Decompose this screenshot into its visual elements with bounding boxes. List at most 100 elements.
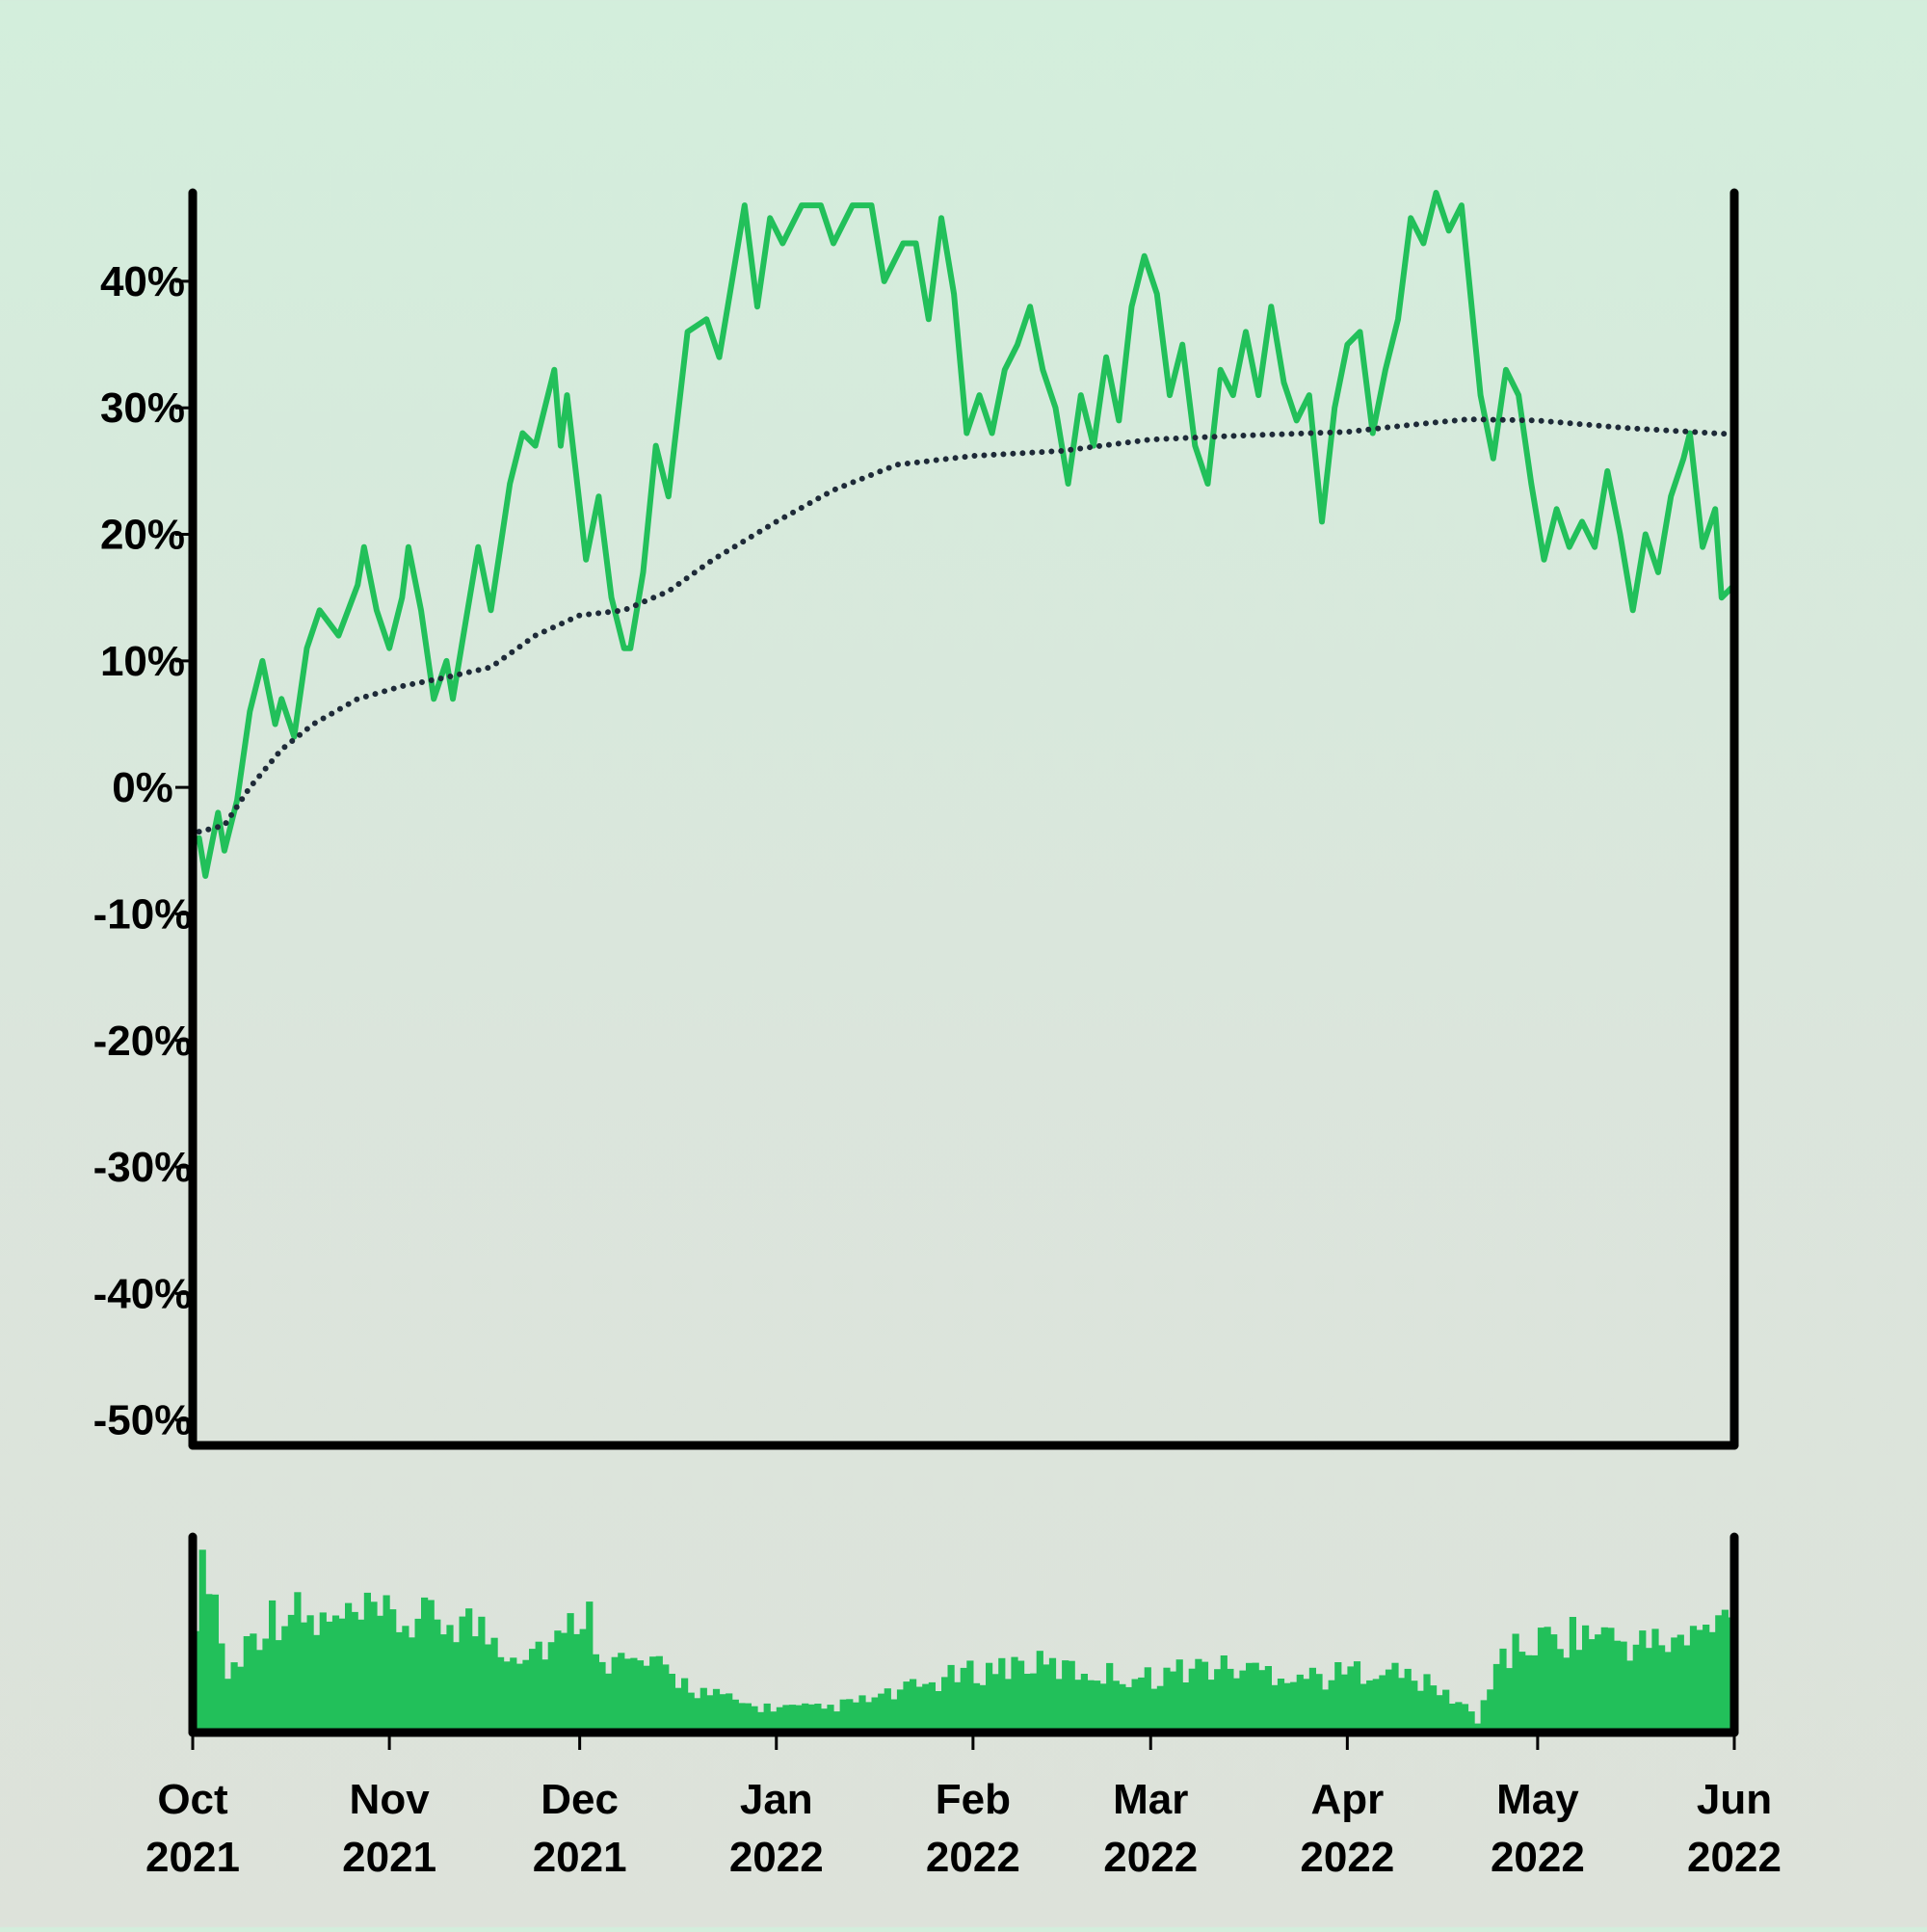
volume-bar bbox=[1207, 1680, 1215, 1733]
volume-bar bbox=[421, 1597, 429, 1733]
volume-bar bbox=[510, 1657, 517, 1733]
volume-bar bbox=[1632, 1644, 1640, 1733]
volume-bar bbox=[389, 1609, 397, 1733]
volume-bar bbox=[630, 1657, 638, 1733]
volume-bar bbox=[1366, 1680, 1374, 1733]
volume-bar bbox=[960, 1667, 967, 1733]
volume-bar bbox=[757, 1711, 765, 1733]
volume-bar bbox=[1430, 1685, 1438, 1733]
volume-bar bbox=[1689, 1626, 1698, 1733]
volume-bar bbox=[712, 1688, 721, 1733]
volume-bar bbox=[611, 1656, 619, 1733]
volume-bar bbox=[554, 1630, 562, 1733]
volume-bar bbox=[237, 1666, 245, 1733]
volume-bar bbox=[1480, 1700, 1488, 1733]
volume-bar bbox=[1708, 1631, 1716, 1733]
volume-bar bbox=[1524, 1654, 1532, 1733]
volume-bar bbox=[427, 1600, 435, 1733]
volume-bar bbox=[439, 1634, 447, 1733]
volume-bar bbox=[1258, 1670, 1266, 1733]
y-tick-label: -40% bbox=[93, 1270, 193, 1317]
x-tick-label-year: 2022 bbox=[729, 1834, 824, 1881]
volume-bar bbox=[1340, 1674, 1348, 1733]
volume-bar bbox=[1163, 1667, 1171, 1733]
volume-bar bbox=[1499, 1648, 1507, 1733]
volume-bar bbox=[1467, 1711, 1475, 1733]
volume-bar bbox=[1175, 1659, 1183, 1733]
volume-bar bbox=[357, 1619, 365, 1733]
volume-bar bbox=[1448, 1704, 1456, 1733]
volume-bar bbox=[986, 1662, 993, 1733]
volume-bar bbox=[782, 1705, 790, 1733]
volume-bar bbox=[966, 1660, 974, 1733]
volume-bar bbox=[579, 1628, 587, 1733]
volume-bar bbox=[1220, 1655, 1227, 1733]
volume-bar bbox=[954, 1681, 962, 1733]
volume-bar bbox=[515, 1663, 523, 1733]
volume-bar bbox=[726, 1693, 733, 1733]
volume-bar bbox=[471, 1636, 479, 1733]
volume-bar bbox=[1423, 1674, 1431, 1733]
volume-bar bbox=[623, 1658, 631, 1733]
volume-bar bbox=[230, 1662, 238, 1733]
volume-bar bbox=[345, 1602, 353, 1733]
volume-bar bbox=[598, 1661, 606, 1733]
volume-bar bbox=[802, 1703, 809, 1733]
volume-bar bbox=[402, 1626, 409, 1733]
volume-bar bbox=[294, 1592, 302, 1733]
volume-bar bbox=[1676, 1634, 1684, 1733]
volume-bar bbox=[1442, 1689, 1450, 1733]
volume-bar bbox=[795, 1705, 803, 1733]
x-tick-label-month: Apr bbox=[1310, 1776, 1384, 1823]
volume-bar bbox=[503, 1661, 511, 1733]
volume-bar bbox=[922, 1683, 930, 1733]
volume-bar bbox=[763, 1703, 771, 1733]
volume-bar bbox=[770, 1711, 778, 1733]
volume-bar bbox=[1036, 1651, 1043, 1733]
volume-bar bbox=[681, 1678, 689, 1733]
volume-bar bbox=[459, 1616, 466, 1733]
volume-bar bbox=[338, 1618, 346, 1733]
x-tick-label-year: 2021 bbox=[145, 1834, 240, 1881]
volume-bar bbox=[700, 1687, 707, 1733]
volume-bar bbox=[1124, 1686, 1133, 1733]
x-tick-label-month: May bbox=[1496, 1776, 1579, 1823]
volume-bar bbox=[363, 1592, 371, 1733]
volume-bar bbox=[306, 1615, 314, 1733]
volume-bar bbox=[255, 1650, 263, 1733]
volume-bar bbox=[573, 1633, 581, 1733]
volume-bar bbox=[1436, 1695, 1443, 1733]
volume-bar bbox=[1607, 1628, 1615, 1733]
volume-bar bbox=[649, 1656, 657, 1733]
volume-bar bbox=[871, 1697, 879, 1733]
volume-bar bbox=[744, 1703, 752, 1733]
volume-bar bbox=[522, 1659, 530, 1733]
volume-bar bbox=[636, 1660, 645, 1733]
volume-bar bbox=[910, 1679, 917, 1733]
volume-bar bbox=[839, 1699, 847, 1733]
volume-bar bbox=[211, 1594, 219, 1733]
volume-bar bbox=[643, 1665, 650, 1733]
volume-bar bbox=[1195, 1658, 1202, 1733]
volume-bar bbox=[1011, 1656, 1018, 1733]
volume-bar bbox=[198, 1549, 206, 1733]
volume-bar bbox=[896, 1689, 905, 1733]
volume-bar bbox=[269, 1600, 277, 1733]
volume-bar bbox=[1600, 1627, 1608, 1733]
volume-bar bbox=[1721, 1609, 1729, 1733]
y-tick-label: -10% bbox=[93, 890, 193, 938]
volume-bar bbox=[858, 1695, 866, 1733]
volume-bar bbox=[618, 1653, 625, 1733]
volume-bar bbox=[497, 1656, 505, 1733]
volume-bar bbox=[674, 1687, 682, 1733]
volume-bar bbox=[915, 1686, 923, 1733]
volume-bar bbox=[478, 1616, 486, 1733]
volume-bar bbox=[1639, 1630, 1647, 1733]
volume-bar bbox=[1645, 1648, 1652, 1733]
volume-bar bbox=[287, 1614, 295, 1733]
volume-bar bbox=[408, 1637, 416, 1733]
volume-bar bbox=[1531, 1654, 1539, 1733]
volume-bar bbox=[275, 1640, 282, 1733]
volume-bar bbox=[1569, 1617, 1576, 1733]
volume-bar bbox=[846, 1699, 854, 1733]
